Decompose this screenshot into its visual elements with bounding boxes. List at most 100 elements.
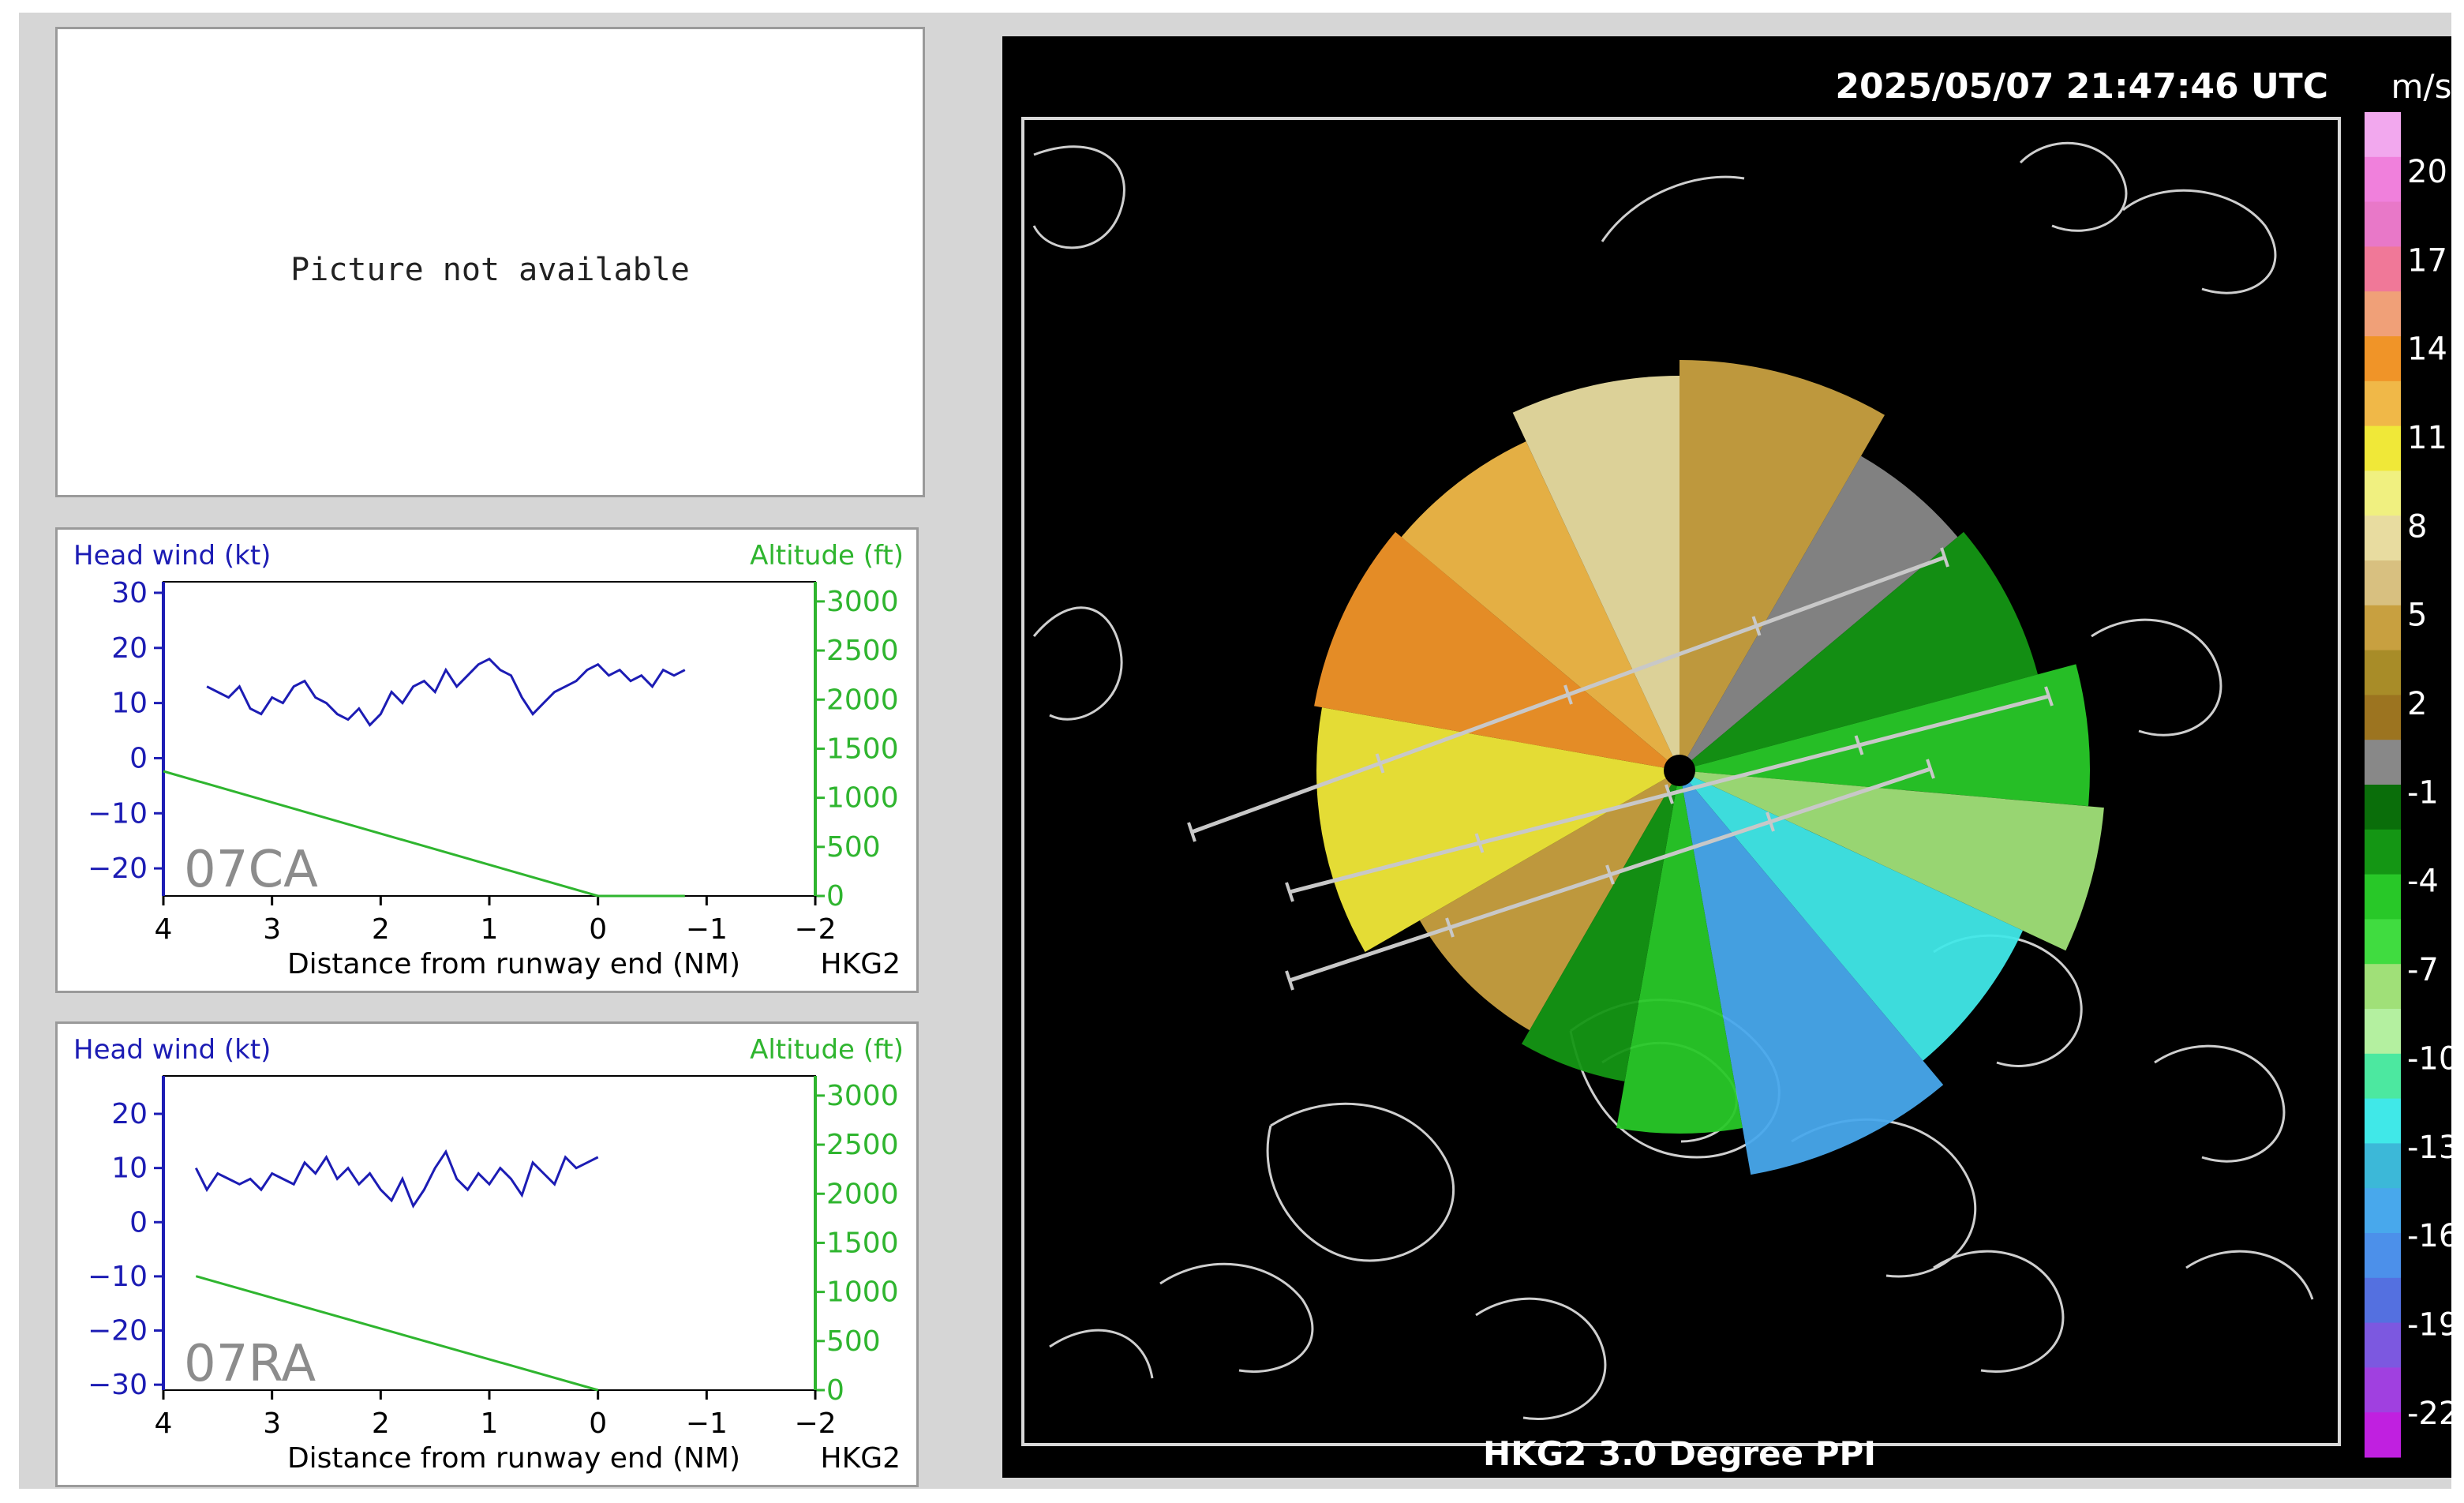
left-tick-label: 30 [111, 577, 148, 609]
colorbar-swatch [2365, 1277, 2401, 1324]
approach-line-tick [1605, 864, 1615, 885]
x-tick-label: 4 [155, 1407, 173, 1440]
velocity-echo-sector [1419, 770, 1679, 1031]
headwind-profile-chart-07ca: Head wind (kt) Altitude (ft) 30 20 10 0 −10 −20… [55, 527, 919, 993]
colorbar-swatch [2365, 1322, 2401, 1368]
colorbar-label: 8 [2407, 508, 2427, 545]
station-label: HKG2 [821, 1442, 901, 1475]
radar-ppi-panel: 20 17 14 11 8 5 2 -1 -4 -7 -10 -13 -16 -19 -22 2025/05… [1002, 36, 2451, 1478]
right-tick-label: 2000 [826, 1178, 899, 1210]
colorbar-swatch [2365, 425, 2401, 471]
radar-timestamp: 2025/05/07 21:47:46 UTC [1835, 66, 2328, 107]
picture-unavailable-message: Picture not available [290, 252, 690, 288]
runway-label: 07RA [184, 1335, 316, 1393]
display-frame: Picture not available Head wind (kt) Alti… [19, 13, 2451, 1489]
approach-line-tick [1375, 753, 1385, 774]
x-tick-label: 3 [263, 913, 281, 946]
left-tick-label: −10 [88, 797, 148, 830]
colorbar-label: -19 [2407, 1306, 2451, 1343]
left-tick-label: 20 [111, 1098, 148, 1130]
x-tick-label: 4 [155, 913, 173, 946]
x-axis-label: Distance from runway end (NM) [287, 1442, 740, 1475]
x-tick-label: 1 [481, 913, 499, 946]
velocity-echo-sector [1679, 360, 1885, 770]
radar-ppi-image: 20 17 14 11 8 5 2 -1 -4 -7 -10 -13 -16 -19 -22 2025/05… [1021, 66, 2451, 1473]
colorbar-swatch [2365, 560, 2401, 606]
colorbar-label: 5 [2407, 598, 2427, 634]
right-tick-label: 3000 [826, 586, 899, 618]
colorbar-swatch [2365, 515, 2401, 561]
x-tick-label: −1 [686, 1407, 728, 1440]
approach-line-tick [1926, 759, 1935, 779]
colorbar-label: 2 [2407, 686, 2427, 722]
altitude-series-line [163, 770, 685, 898]
colorbar-label: -16 [2407, 1218, 2451, 1254]
velocity-echo-sector [1679, 455, 1958, 770]
x-tick-label: −2 [794, 1407, 836, 1440]
terrain-contour [2091, 618, 2222, 737]
x-tick-label: −2 [794, 913, 836, 946]
colorbar-swatch [2365, 605, 2401, 651]
left-axis-label: Head wind (kt) [73, 1034, 271, 1066]
colorbar-label: -22 [2407, 1396, 2451, 1432]
terrain-contour [1032, 606, 1123, 721]
terrain-contour [2154, 1044, 2286, 1163]
approach-line-tick [1445, 917, 1455, 938]
x-tick-label: 2 [372, 1407, 390, 1440]
right-tick-label: 2500 [826, 1129, 899, 1161]
terrain-contour [1032, 145, 1125, 249]
x-tick-label: 0 [589, 1407, 607, 1440]
approach-line-tick [1285, 882, 1294, 902]
colorbar-swatch [2365, 1143, 2401, 1189]
colorbar-swatch [2365, 336, 2401, 382]
colorbar-swatch [2365, 829, 2401, 875]
headwind-chart-svg: Head wind (kt) Altitude (ft)3020100−10−20… [73, 540, 904, 980]
terrain-contour [1266, 1102, 1455, 1262]
velocity-echo-sector [1512, 376, 1679, 770]
right-tick-label: 2500 [826, 635, 899, 667]
velocity-echo-sector [1314, 531, 1679, 770]
colorbar-label: 20 [2407, 154, 2447, 190]
headwind-series-line [206, 657, 686, 727]
headwind-chart-svg: Head wind (kt) Altitude (ft)20100−10−20−3… [73, 1034, 904, 1475]
colorbar-swatch [2365, 695, 2401, 740]
right-tick-label: 1500 [826, 1227, 899, 1259]
station-label: HKG2 [821, 948, 901, 980]
approach-line-tick [1940, 547, 1949, 568]
colorbar-swatch [2365, 1053, 2401, 1100]
left-axis-label: Head wind (kt) [73, 540, 271, 572]
right-tick-label: 1500 [826, 733, 899, 765]
right-tick-label: 500 [826, 831, 881, 864]
right-axis-label: Altitude (ft) [750, 540, 904, 572]
velocity-colorbar: 20 17 14 11 8 5 2 -1 -4 -7 -10 -13 -16 -19 -22 [2365, 112, 2451, 1458]
velocity-echo-sector [1401, 441, 1679, 770]
terrain-contour [2185, 1250, 2314, 1300]
colorbar-swatch [2365, 1367, 2401, 1413]
colorbar-label: 17 [2407, 242, 2447, 279]
headwind-series-line [194, 1149, 599, 1209]
colorbar-swatch [2365, 1188, 2401, 1234]
approach-line-tick [2044, 686, 2054, 707]
colorbar-label: -4 [2407, 864, 2439, 900]
approach-line-tick [1563, 684, 1573, 705]
radar-map-layer [1021, 117, 2341, 1446]
right-tick-label: 2000 [826, 684, 899, 716]
colorbar-swatch [2365, 380, 2401, 427]
camera-picture-panel: Picture not available [55, 27, 925, 497]
left-tick-label: 20 [111, 632, 148, 665]
right-tick-label: 500 [826, 1325, 881, 1358]
x-tick-label: 3 [263, 1407, 281, 1440]
terrain-contour [2122, 189, 2277, 294]
colorbar-swatch [2365, 650, 2401, 695]
left-tick-label: −10 [88, 1261, 148, 1293]
approach-line-tick [1751, 616, 1762, 636]
x-tick-label: 1 [481, 1407, 499, 1440]
x-axis-label: Distance from runway end (NM) [287, 948, 740, 980]
velocity-echo-sector [1679, 531, 2038, 770]
colorbar-swatch [2365, 201, 2401, 247]
right-tick-label: 3000 [826, 1080, 899, 1112]
colorbar-label: -10 [2407, 1040, 2451, 1077]
headwind-profile-chart-07ra: Head wind (kt) Altitude (ft) 20 10 0 −10 −20 −3… [55, 1021, 919, 1487]
runway-label: 07CA [184, 841, 318, 899]
approach-line-tick [1285, 970, 1294, 991]
